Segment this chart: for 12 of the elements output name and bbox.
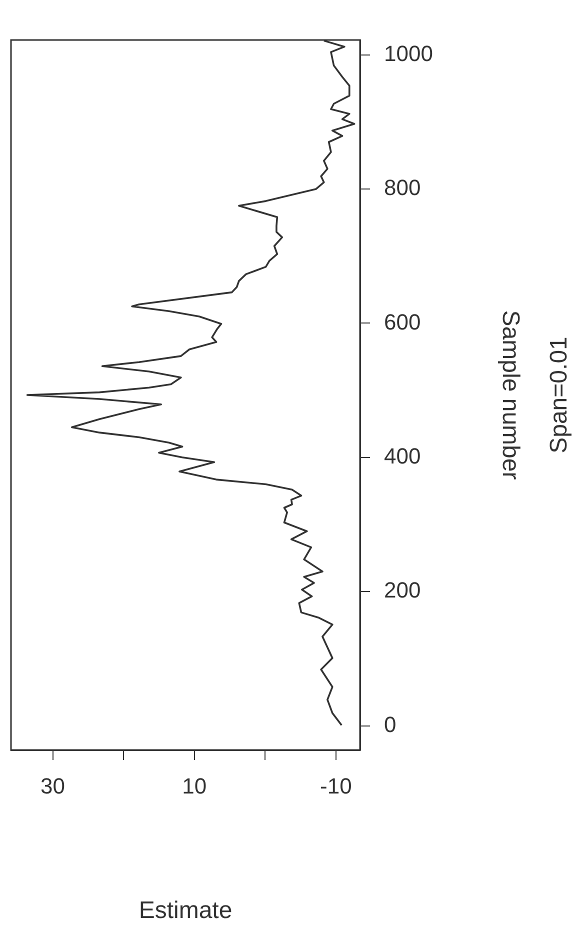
x-tick-label: 10: [182, 773, 207, 798]
y-tick-label: 0: [384, 712, 396, 737]
x-tick-label: -10: [320, 773, 352, 798]
y-tick-label: 200: [384, 578, 421, 603]
y-tick-label: 1000: [384, 40, 433, 66]
text: Span=0.01: [546, 336, 573, 454]
y-tick-label: 600: [384, 309, 421, 334]
y-tick-label: 400: [384, 443, 421, 468]
x-axis-title: Estimate: [138, 897, 232, 924]
x-tick-label: 30: [40, 773, 66, 798]
y-axis-title: Sample number: [496, 310, 524, 480]
y-tick-label: 800: [384, 175, 421, 200]
